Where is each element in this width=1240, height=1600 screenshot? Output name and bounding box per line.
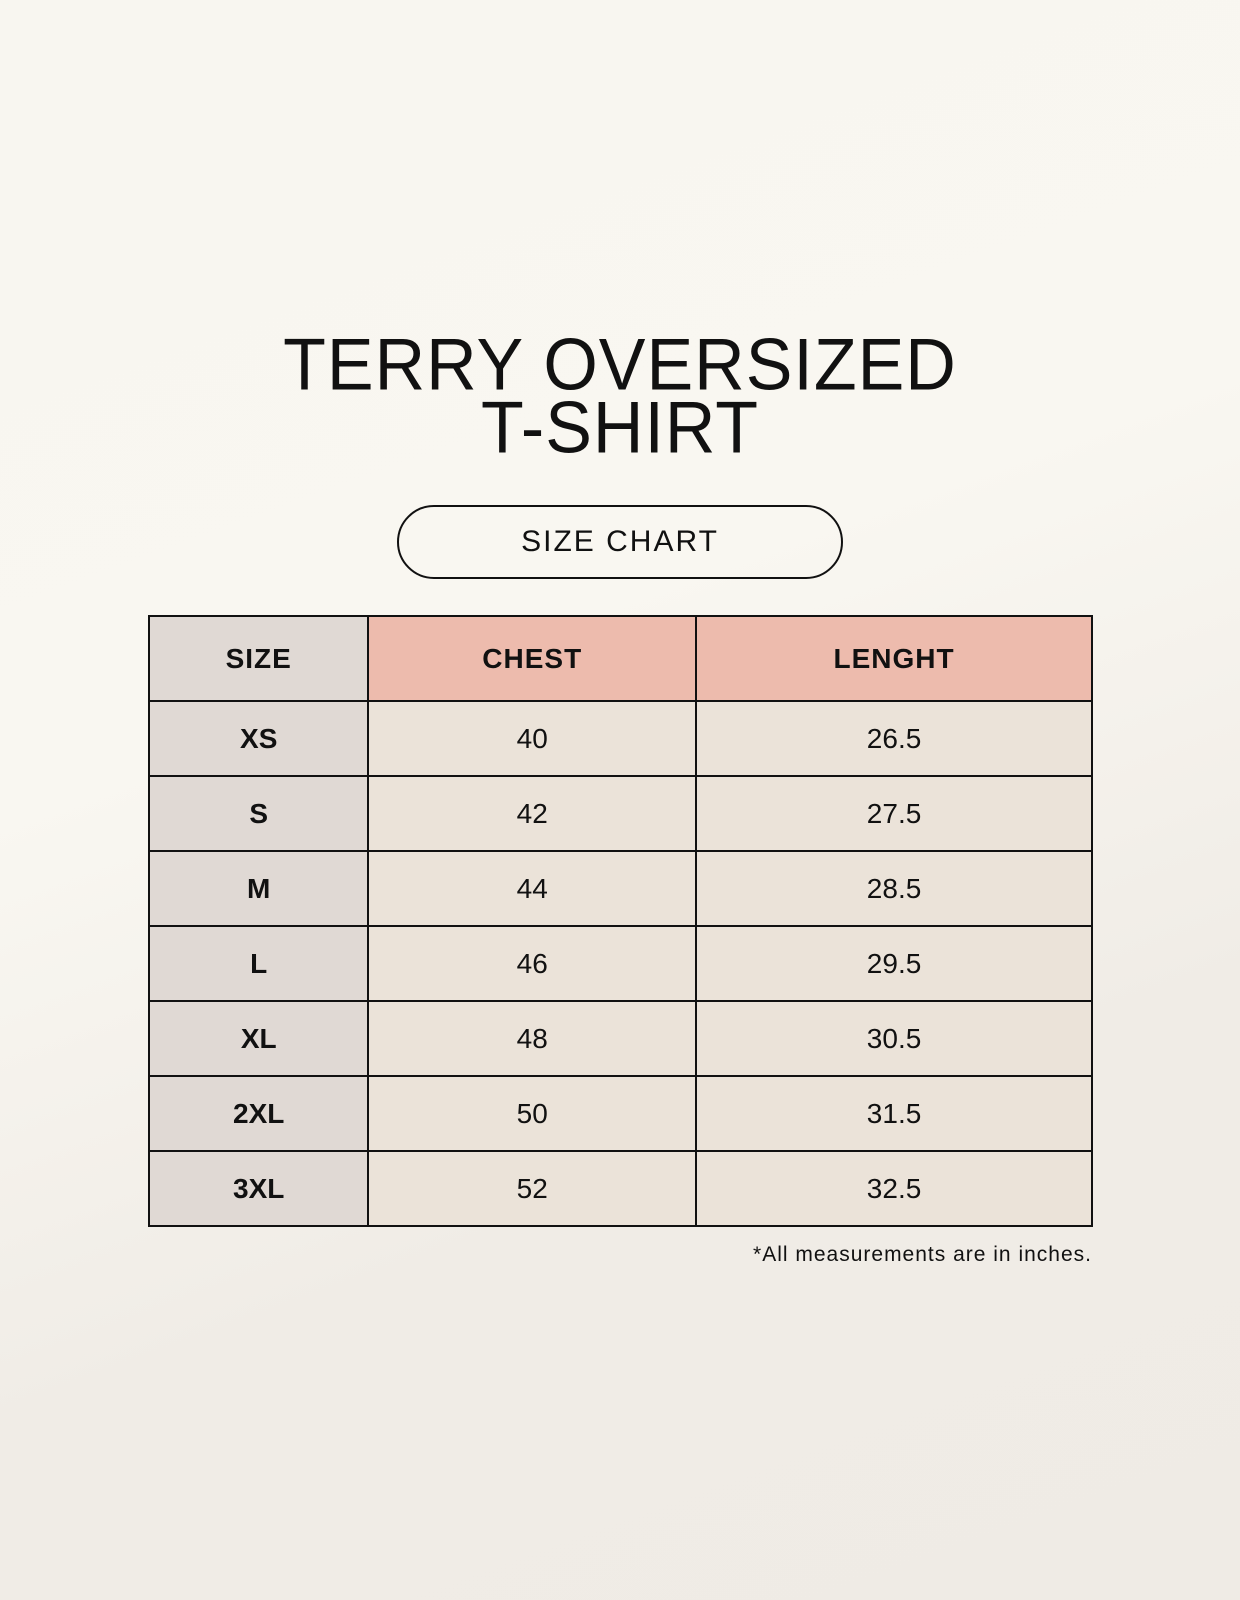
header-size: SIZE [147, 615, 370, 702]
cell-chest: 44 [367, 850, 698, 927]
cell-size: M [147, 850, 370, 927]
table-row: 3XL 52 32.5 [147, 1150, 1093, 1227]
measurement-note: *All measurements are in inches. [753, 1243, 1092, 1266]
table-row: S 42 27.5 [147, 775, 1093, 852]
cell-chest: 46 [367, 925, 698, 1002]
table-row: XL 48 30.5 [147, 1000, 1093, 1077]
cell-chest: 40 [367, 700, 698, 777]
header-chest: CHEST [367, 615, 698, 702]
cell-size: XL [147, 1000, 370, 1077]
title-line-2: T-SHIRT [481, 386, 759, 469]
table-row: L 46 29.5 [147, 925, 1093, 1002]
header-length: LENGHT [695, 615, 1093, 702]
cell-length: 29.5 [695, 925, 1093, 1002]
cell-size: 2XL [147, 1075, 370, 1152]
cell-chest: 50 [367, 1075, 698, 1152]
size-table: SIZE CHEST LENGHT XS 40 26.5 S 42 27.5 M 44 28.5… [147, 615, 1093, 1227]
cell-length: 28.5 [695, 850, 1093, 927]
cell-size: S [147, 775, 370, 852]
cell-length: 30.5 [695, 1000, 1093, 1077]
cell-chest: 52 [367, 1150, 698, 1227]
header-row: SIZE CHEST LENGHT [147, 615, 1093, 702]
table-row: 2XL 50 31.5 [147, 1075, 1093, 1152]
cell-length: 32.5 [695, 1150, 1093, 1227]
size-chart-badge: SIZE CHART [397, 505, 843, 579]
cell-chest: 48 [367, 1000, 698, 1077]
table-row: XS 40 26.5 [147, 700, 1093, 777]
cell-size: 3XL [147, 1150, 370, 1227]
cell-length: 31.5 [695, 1075, 1093, 1152]
cell-length: 26.5 [695, 700, 1093, 777]
page-title: TERRY OVERSIZED T-SHIRT [0, 323, 1240, 469]
cell-size: L [147, 925, 370, 1002]
table-row: M 44 28.5 [147, 850, 1093, 927]
cell-chest: 42 [367, 775, 698, 852]
cell-size: XS [147, 700, 370, 777]
title-line-1: TERRY OVERSIZED [283, 323, 957, 406]
cell-length: 27.5 [695, 775, 1093, 852]
